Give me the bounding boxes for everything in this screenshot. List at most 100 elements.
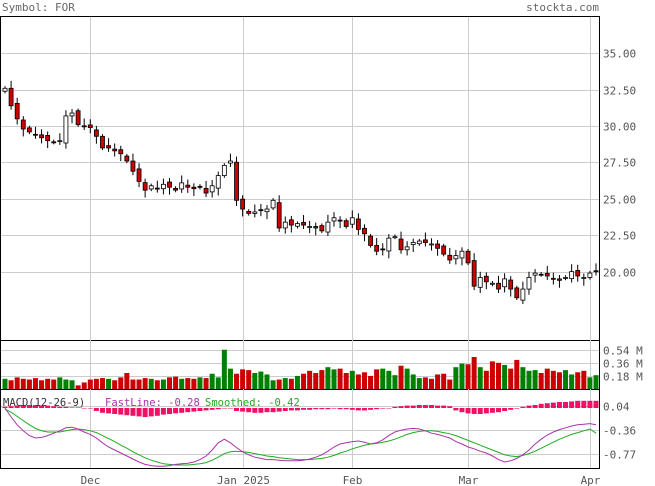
volume-bar: [410, 374, 416, 389]
volume-bar: [264, 374, 270, 389]
volume-bar: [75, 385, 81, 389]
volume-bar: [392, 375, 398, 389]
macd-hist-bar: [26, 405, 32, 408]
volume-tick-label: 0.18 M: [603, 371, 643, 384]
macd-smoothed-line: [4, 408, 597, 466]
candle-down: [483, 275, 489, 283]
macd-hist-bar: [246, 408, 252, 413]
macd-hist-bar: [392, 406, 398, 408]
macd-hist-bar: [252, 408, 258, 413]
candle-up: [325, 221, 331, 233]
macd-histogram: [2, 400, 599, 417]
macd-hist-bar: [282, 408, 288, 411]
volume-bar: [20, 378, 26, 389]
macd-hist-bar: [483, 408, 489, 414]
candle-down: [75, 110, 81, 126]
volume-bar: [69, 380, 75, 389]
volume-bar: [234, 373, 240, 389]
volume-bar: [45, 378, 51, 389]
volume-bar: [106, 378, 112, 389]
candle-down: [313, 226, 319, 229]
volume-bar: [26, 379, 32, 389]
macd-hist-bar: [453, 408, 459, 411]
month-label: Jan 2025: [217, 474, 270, 486]
macd-hist-bar: [124, 408, 130, 416]
macd-hist-bar: [118, 408, 124, 415]
candle-up: [209, 185, 215, 193]
candle-down: [8, 87, 14, 107]
volume-bar: [349, 370, 355, 389]
volume-bar: [477, 367, 483, 389]
candle-down: [130, 160, 136, 172]
volume-bar: [185, 378, 191, 389]
candle-up: [587, 272, 593, 278]
macd-hist-bar: [368, 408, 374, 410]
candle-down: [240, 198, 246, 210]
candle-down: [288, 219, 294, 226]
volume-bar: [514, 359, 520, 389]
candle-up: [148, 185, 154, 190]
macd-hist-bar: [160, 408, 166, 415]
candle-up: [282, 221, 288, 229]
volume-bar: [422, 377, 428, 389]
volume-bar: [191, 378, 197, 389]
macd-hist-bar: [130, 408, 136, 416]
macd-hist-bar: [32, 405, 38, 408]
volume-bar: [544, 368, 550, 389]
volume-bar: [435, 374, 441, 389]
volume-bar: [483, 370, 489, 389]
volume-bar: [538, 373, 544, 389]
candle-down: [319, 225, 325, 232]
macd-hist-bar: [221, 408, 227, 409]
volume-bar: [276, 379, 282, 389]
volume-bar: [575, 372, 581, 389]
candle-down: [87, 124, 93, 128]
volume-tick-label: 0.36 M: [603, 358, 643, 371]
macd-hist-bar: [526, 405, 532, 408]
macd-panel: [0, 389, 600, 469]
candle-down: [374, 245, 380, 252]
volume-bar: [51, 379, 57, 389]
volume-bar: [258, 371, 264, 389]
macd-hist-bar: [294, 408, 300, 411]
volume-bar: [569, 374, 575, 389]
price-tick-label: 27.50: [603, 157, 636, 170]
month-label: Apr: [581, 474, 601, 486]
macd-hist-bar: [179, 408, 185, 413]
macd-hist-bar: [57, 406, 63, 408]
candle-up: [429, 243, 434, 246]
candle-up: [252, 211, 258, 214]
macd-hist-bar: [441, 405, 447, 408]
macd-hist-bar: [325, 408, 331, 410]
candle-up: [410, 242, 416, 245]
macd-hist-bar: [87, 408, 93, 409]
macd-hist-bar: [587, 400, 593, 408]
candle-down: [496, 282, 501, 290]
volume-bar: [386, 370, 392, 389]
macd-hist-bar: [112, 408, 118, 414]
macd-hist-bar: [51, 406, 57, 408]
macd-hist-bar: [435, 405, 441, 408]
candle-down: [136, 168, 142, 182]
candle-up: [221, 165, 227, 176]
macd-hist-bar: [234, 408, 240, 411]
candle-down: [154, 187, 160, 190]
candle-up: [295, 223, 300, 227]
volume-bar: [307, 370, 313, 389]
macd-hist-bar: [106, 408, 112, 414]
candle-down: [246, 210, 252, 214]
volume-bar: [587, 377, 593, 389]
candle-up: [349, 217, 355, 225]
volume-bar: [319, 370, 325, 389]
volume-bar: [508, 368, 514, 389]
macd-hist-bar: [386, 408, 392, 409]
candle-down: [124, 155, 130, 162]
volume-bar: [154, 380, 160, 389]
candle-down: [118, 149, 124, 155]
candle-up: [526, 277, 532, 290]
month-label: Feb: [343, 474, 363, 486]
volume-bar: [313, 373, 319, 389]
candle-down: [112, 148, 118, 152]
candle-down: [447, 254, 453, 261]
